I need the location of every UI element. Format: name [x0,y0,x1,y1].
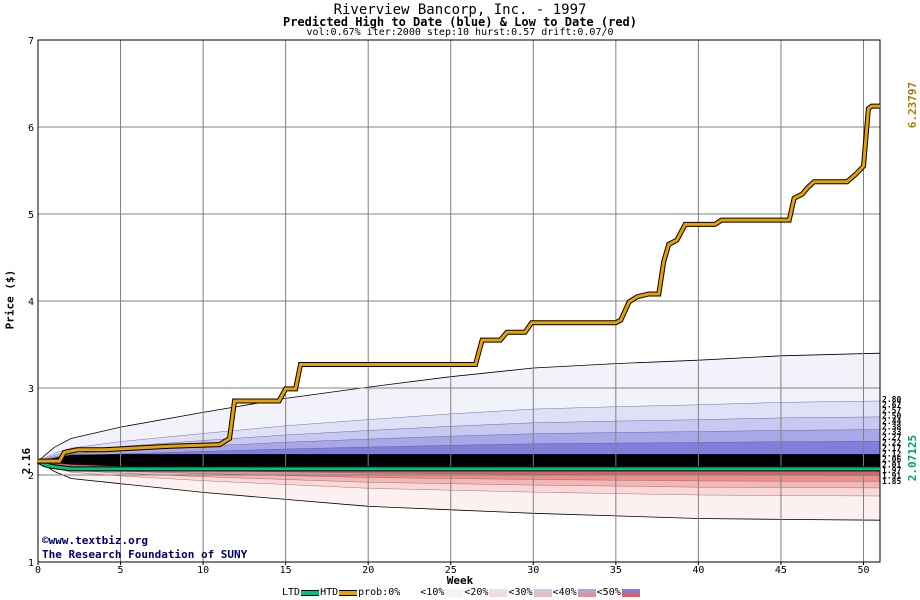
legend-ltd-label: LTD [282,587,301,598]
credit-organization: The Research Foundation of SUNY [42,548,248,561]
band-value-label: 2.44 [882,417,901,426]
chart-title: Riverview Bancorp, Inc. - 1997 [333,2,587,18]
band-value-label: 1.85 [882,477,901,486]
band-value-label: 2.22 [882,439,901,448]
chart-legend: LTD HTD prob:0% <10% <20% <30% <40% <50% [282,587,641,598]
band-value-label: 1.97 [882,466,901,475]
x-tick-label: 25 [445,565,457,576]
band-value-label: 2.27 [882,433,901,442]
legend-band-30: <30% [508,587,552,598]
legend-band-40-label: <40% [552,587,577,598]
credit-website[interactable]: ©www.textbiz.org [42,534,148,547]
legend-band-30-label: <30% [508,587,533,598]
legend-band-50-swatch [621,588,640,597]
y-tick-label: 7 [28,36,34,47]
band-value-label: 2.17 [882,444,901,453]
band-value-label: 2.57 [882,406,901,415]
legend-band-50: <50% [597,587,641,598]
htd-final-value-label: 6.23797 [906,82,919,128]
legend-band-10: <10% [420,587,464,598]
band-value-label: 2.33 [882,428,901,437]
y-tick-label: 2 [28,471,34,482]
htd-line [38,104,880,463]
y-tick-label: 1 [28,558,34,569]
legend-htd-swatch [339,589,358,596]
chart-parameters: vol:0.67% iter:2000 step:10 hurst:0.57 d… [306,27,614,38]
legend-band-10-label: <10% [420,587,445,598]
center-density-band [38,454,880,467]
y-axis-label: Price ($) [3,269,17,330]
x-tick-label: 40 [692,565,704,576]
x-axis-label: Week [446,574,474,587]
band-value-label: 2.38 [882,422,901,431]
legend-band-30-swatch [533,588,552,597]
band-value-label: 1.91 [882,471,901,480]
legend-ltd-swatch [301,589,320,596]
band-value-label: 2.50 [882,411,901,420]
ltd-line [37,459,880,471]
plot-frame [37,39,881,563]
legend-band-40: <40% [553,587,597,598]
legend-htd-label: HTD [320,587,339,598]
legend-band-50-label: <50% [596,587,621,598]
credit-block: ©www.textbiz.org The Research Foundation… [42,534,247,562]
start-price-label: 2.16 [20,447,33,474]
legend-band-20-swatch [489,588,508,597]
legend-ltd: LTD [282,587,320,598]
legend-prob-swatch [401,588,420,597]
x-tick-label: 15 [280,565,292,576]
x-tick-label: 10 [197,565,209,576]
x-tick-label: 5 [118,565,124,576]
band-value-label: 2.01 [882,460,901,469]
y-tick-label: 4 [28,297,34,308]
legend-band-20: <20% [464,587,508,598]
band-value-label: 2.80 [882,395,901,404]
x-tick-label: 35 [610,565,622,576]
band-value-label: 2.67 [882,400,901,409]
ltd-final-value-label: 2.07125 [906,435,919,481]
legend-band-40-swatch [577,588,596,597]
legend-band-20-label: <20% [464,587,489,598]
y-tick-label: 3 [28,384,34,395]
x-tick-label: 50 [857,565,869,576]
legend-prob: prob:0% [358,587,420,598]
chart-subtitle: Predicted High to Date (blue) & Low to D… [282,15,637,29]
legend-htd: HTD [320,587,358,598]
y-tick-label: 6 [28,123,34,134]
legend-prob-label: prob:0% [358,587,401,598]
x-tick-label: 45 [775,565,787,576]
band-value-label: 2.12 [882,450,901,459]
band-value-label: 2.06 [882,455,901,464]
x-tick-label: 20 [362,565,374,576]
x-tick-label: 30 [527,565,539,576]
y-tick-label: 5 [28,210,34,221]
x-tick-label: 0 [35,565,41,576]
legend-band-10-swatch [445,588,464,597]
